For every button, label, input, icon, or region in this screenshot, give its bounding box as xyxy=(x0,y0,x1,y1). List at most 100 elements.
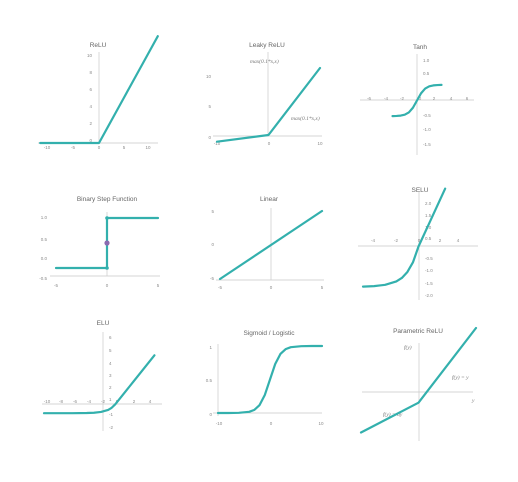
y-tick-label: -0.5 xyxy=(39,276,47,281)
x-tick-label: 2 xyxy=(439,238,442,243)
panel-parametric-relu: Parametric ReLU f(y) y f(y) = y f(y) = a… xyxy=(383,328,475,418)
x-tick-label: -2 xyxy=(394,238,398,243)
y-tick-label: 1 xyxy=(109,397,112,402)
series-line-selu xyxy=(363,189,445,287)
y-tick-label: 0 xyxy=(208,135,211,140)
plot-sigmoid: -10 0 10 1 0.5 0 xyxy=(206,344,324,426)
x-tick-label: 0 xyxy=(270,285,273,290)
y-tick-label: 5 xyxy=(208,104,211,109)
y-tick-label: 10 xyxy=(87,53,93,58)
x-tick-label: -10 xyxy=(44,145,51,150)
y-tick-label: 0 xyxy=(209,412,212,417)
y-tick-label: 1.5 xyxy=(425,213,432,218)
y-tick-label: 0.5 xyxy=(423,71,430,76)
title-tanh: Tanh xyxy=(413,44,427,51)
y-tick-label: 6 xyxy=(89,87,92,92)
y-tick-label: 1 xyxy=(209,345,212,350)
y-tick-label: 0.0 xyxy=(41,256,48,261)
annotation-leaky-top: max(0.1*x,x) xyxy=(250,58,279,65)
plot-binary-step: -5 0 5 1.0 0.5 0.0 -0.5 xyxy=(39,212,160,288)
x-tick-label: 10 xyxy=(317,141,323,146)
series-line-elu xyxy=(44,355,154,413)
y-tick-label: 6 xyxy=(109,335,112,340)
label-y-axis: y xyxy=(471,398,475,404)
y-tick-label: 0.5 xyxy=(425,236,432,241)
y-tick-label: 0.5 xyxy=(206,378,213,383)
x-tick-label: 5 xyxy=(123,145,126,150)
x-tick-label: -10 xyxy=(44,399,51,404)
panel-binary-step: Binary Step Function xyxy=(77,196,138,203)
plot-tanh: -6 -4 -2 0 2 4 6 1.0 0.5 -0.5 -1.0 -1.5 xyxy=(360,54,474,155)
x-tick-label: -6 xyxy=(367,96,371,101)
y-tick-label: 1.0 xyxy=(423,58,430,63)
y-tick-label: -0.5 xyxy=(423,113,431,118)
y-tick-label: -2 xyxy=(109,425,113,430)
x-tick-label: -2 xyxy=(101,399,105,404)
annotation-leaky-bottom: max(0.1*x,x) xyxy=(291,115,320,122)
x-tick-label: 0 xyxy=(270,421,273,426)
y-tick-label: -5 xyxy=(210,276,214,281)
title-linear: Linear xyxy=(260,196,279,203)
label-fy-axis: f(y) xyxy=(404,344,412,351)
y-tick-label: 8 xyxy=(89,70,92,75)
title-binary-step: Binary Step Function xyxy=(77,196,138,203)
x-tick-label: 0 xyxy=(98,145,101,150)
x-tick-label: -4 xyxy=(87,399,91,404)
y-tick-label: -2.0 xyxy=(425,293,433,298)
step-point-low xyxy=(105,266,109,270)
panel-relu: ReLU xyxy=(90,42,107,49)
x-tick-label: 5 xyxy=(321,285,324,290)
title-relu: ReLU xyxy=(90,42,107,49)
x-tick-label: 10 xyxy=(145,145,151,150)
y-tick-label: -1.0 xyxy=(423,127,431,132)
y-tick-label: 2 xyxy=(89,121,92,126)
y-tick-label: -1.0 xyxy=(425,268,433,273)
x-tick-label: 10 xyxy=(318,421,324,426)
y-tick-label: 3 xyxy=(109,373,112,378)
y-tick-label: 2.0 xyxy=(425,201,432,206)
x-tick-label: 4 xyxy=(457,238,460,243)
title-sigmoid: Sigmoid / Logistic xyxy=(244,330,296,337)
plot-relu: -10 -5 0 5 10 0 2 4 6 8 10 xyxy=(38,36,158,150)
x-tick-label: -5 xyxy=(71,145,75,150)
x-tick-label: 2 xyxy=(133,399,136,404)
plot-parametric-relu xyxy=(361,328,476,441)
y-tick-label: -0.5 xyxy=(425,256,433,261)
y-tick-label: -1.5 xyxy=(425,281,433,286)
y-tick-label: 0.5 xyxy=(41,237,48,242)
panel-tanh: Tanh xyxy=(413,44,427,51)
x-tick-label: -4 xyxy=(384,96,388,101)
title-elu: ELU xyxy=(97,320,110,327)
y-tick-label: 4 xyxy=(109,361,112,366)
x-tick-label: -6 xyxy=(73,399,77,404)
panel-selu: SELU xyxy=(412,187,429,194)
x-tick-label: -8 xyxy=(59,399,63,404)
x-tick-label: -10 xyxy=(216,421,223,426)
y-tick-label: 1.0 xyxy=(41,215,48,220)
series-line-sigmoid xyxy=(218,346,322,413)
panel-linear: Linear xyxy=(260,196,279,203)
plot-linear: -5 0 550-5 xyxy=(210,208,324,290)
panel-sigmoid: Sigmoid / Logistic xyxy=(244,330,296,337)
label-positive: f(y) = y xyxy=(452,374,469,381)
y-tick-label: -1 xyxy=(109,412,113,417)
y-tick-label: 4 xyxy=(89,104,92,109)
x-tick-label: -4 xyxy=(371,238,375,243)
x-tick-label: 4 xyxy=(149,399,152,404)
x-tick-label: 5 xyxy=(157,283,160,288)
y-tick-label: 10 xyxy=(206,74,212,79)
panel-elu: ELU xyxy=(97,320,110,327)
y-tick-label: 5 xyxy=(211,209,214,214)
plot-selu: -4 -2 0 2 42.01.51.00.5-0.5-1.0-1.5-2.0 xyxy=(358,189,478,300)
title-selu: SELU xyxy=(412,187,429,194)
x-tick-label: 0 xyxy=(268,141,271,146)
x-tick-label: -5 xyxy=(218,285,222,290)
step-point-mid xyxy=(104,240,109,245)
title-leaky-relu: Leaky ReLU xyxy=(249,42,285,49)
y-tick-label: 2 xyxy=(109,385,112,390)
step-point-high xyxy=(105,216,109,220)
series-line-leaky-relu xyxy=(217,68,320,142)
